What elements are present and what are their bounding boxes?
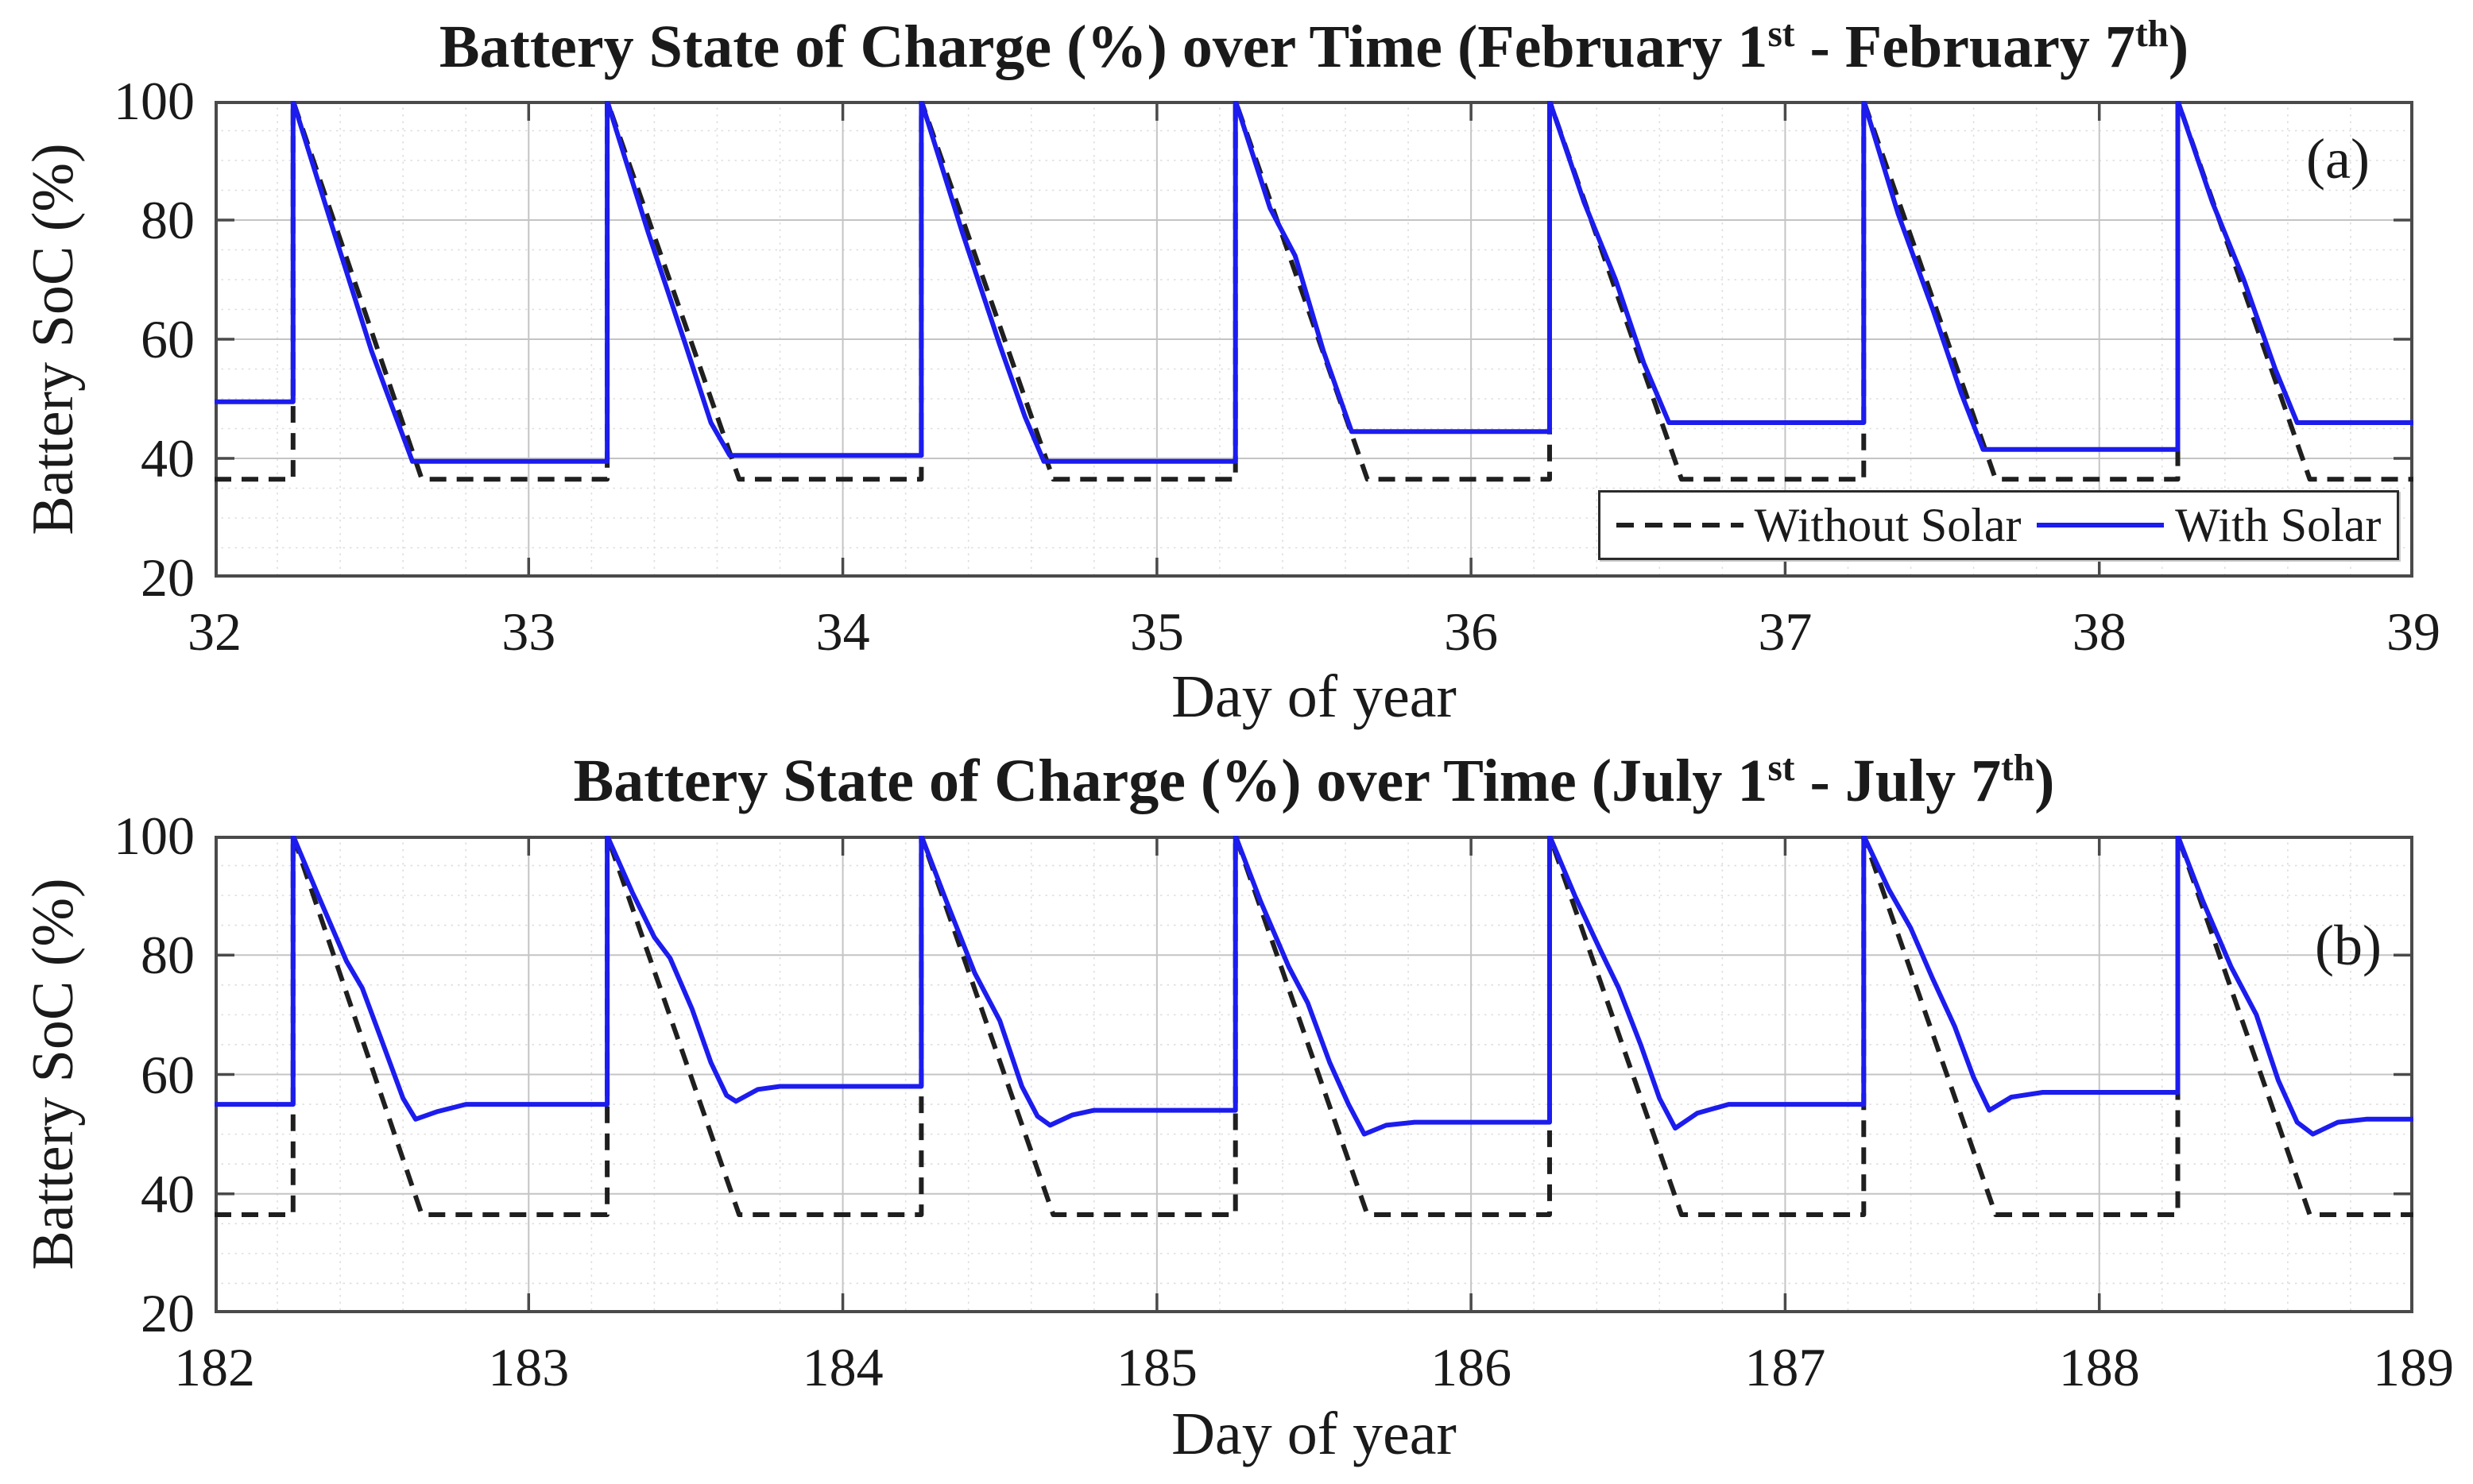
axes-border	[215, 836, 2413, 1313]
series-with-solar-line	[215, 101, 2413, 464]
x-tick-label: 189	[2373, 1337, 2454, 1397]
y-tick-label: 40	[141, 428, 195, 489]
legend-label-without-solar: Without Solar	[1754, 499, 2022, 551]
solid-line-sample-icon	[2037, 523, 2165, 528]
y-tick-label: 80	[141, 190, 195, 250]
x-tick-label: 183	[488, 1337, 570, 1397]
x-axis-label-a: Day of year	[1171, 663, 1457, 730]
plot-area-b	[215, 836, 2413, 1313]
subplot-a-title: Battery State of Charge (%) over Time (F…	[215, 11, 2413, 91]
subplot-b-title-sup2: th	[2001, 748, 2035, 790]
x-tick-label: 39	[2386, 601, 2440, 662]
subplot-b-title-sup1: st	[1767, 748, 1795, 790]
y-tick-label: 20	[141, 547, 195, 608]
x-tick-label: 35	[1129, 601, 1184, 662]
panel-label-a: (a)	[2306, 127, 2370, 191]
legend-entry-with-solar: With Solar	[2037, 500, 2381, 551]
subplot-a-title-sup1: st	[1767, 14, 1795, 56]
axes-border	[215, 101, 2413, 578]
series-with-solar-line	[215, 836, 2413, 1137]
y-tick-label: 60	[141, 1044, 195, 1105]
legend-entry-without-solar: Without Solar	[1616, 500, 2022, 551]
y-tick-label: 100	[114, 806, 195, 866]
x-tick-label: 186	[1430, 1337, 1512, 1397]
x-tick-label: 33	[501, 601, 556, 662]
y-tick-label: 60	[141, 309, 195, 369]
y-tick-label: 100	[114, 71, 195, 131]
dashed-line-sample-icon	[1616, 523, 1743, 528]
x-tick-label: 34	[815, 601, 870, 662]
series-without-solar-line	[215, 836, 2413, 1217]
x-tick-label: 37	[1758, 601, 1813, 662]
subplot-b-title-mid: - July 7	[1794, 748, 2002, 814]
subplot-a-title-sup2: th	[2134, 14, 2169, 56]
x-tick-label: 187	[1744, 1337, 1826, 1397]
subplot-a-title-pre: Battery State of Charge (%) over Time (F…	[439, 14, 1768, 80]
y-tick-label: 40	[141, 1163, 195, 1224]
subplot-b-title-pre: Battery State of Charge (%) over Time (J…	[573, 748, 1768, 814]
x-tick-label: 32	[188, 601, 242, 662]
subplot-a-title-mid: - February 7	[1794, 14, 2135, 80]
subplot-a-title-post: )	[2168, 14, 2189, 80]
x-tick-label: 182	[174, 1337, 255, 1397]
plot-area-a	[215, 101, 2413, 578]
subplot-b-title-post: )	[2034, 748, 2055, 814]
legend-label-with-solar: With Solar	[2175, 499, 2382, 551]
legend: Without Solar With Solar	[1598, 490, 2399, 560]
y-tick-label: 20	[141, 1283, 195, 1343]
x-tick-label: 185	[1116, 1337, 1198, 1397]
y-tick-label: 80	[141, 925, 195, 986]
series-without-solar-line	[215, 101, 2413, 482]
x-tick-label: 184	[802, 1337, 884, 1397]
panel-label-b: (b)	[2315, 914, 2382, 977]
x-tick-label: 188	[2058, 1337, 2140, 1397]
x-tick-label: 36	[1444, 601, 1499, 662]
x-tick-label: 38	[2072, 601, 2127, 662]
x-axis-label-b: Day of year	[1171, 1401, 1457, 1467]
subplot-b-title: Battery State of Charge (%) over Time (J…	[215, 745, 2413, 825]
